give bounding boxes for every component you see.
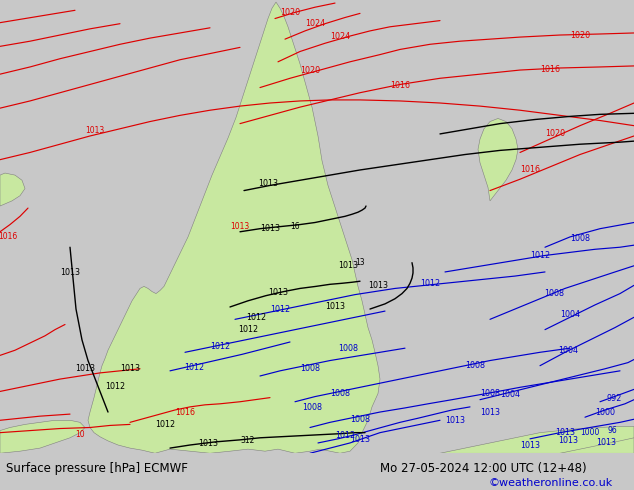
Text: 1004: 1004: [560, 310, 580, 318]
Text: 1013: 1013: [445, 416, 465, 425]
Text: 1013: 1013: [368, 281, 388, 290]
Text: 1008: 1008: [330, 389, 350, 398]
Text: 1012: 1012: [238, 325, 258, 334]
Text: 1016: 1016: [540, 65, 560, 74]
Text: 1013: 1013: [338, 261, 358, 270]
Text: 96: 96: [607, 426, 617, 435]
Text: Mo 27-05-2024 12:00 UTC (12+48): Mo 27-05-2024 12:00 UTC (12+48): [380, 463, 587, 475]
Text: 1013: 1013: [325, 302, 345, 312]
Text: 1013: 1013: [260, 224, 280, 233]
Text: 1012: 1012: [155, 420, 175, 429]
Text: 1013: 1013: [520, 441, 540, 449]
Text: 1012: 1012: [184, 363, 204, 372]
Text: 1013: 1013: [230, 222, 250, 231]
Text: 1012: 1012: [246, 313, 266, 322]
Text: 1016: 1016: [0, 232, 18, 242]
Text: 992: 992: [606, 394, 622, 403]
Text: 16: 16: [290, 222, 300, 231]
Text: 1020: 1020: [300, 66, 320, 74]
Text: 1008: 1008: [302, 403, 322, 413]
Text: 1013: 1013: [480, 408, 500, 416]
Polygon shape: [0, 173, 25, 206]
Polygon shape: [88, 2, 380, 453]
Text: ©weatheronline.co.uk: ©weatheronline.co.uk: [488, 478, 612, 488]
Text: 1000: 1000: [580, 428, 600, 437]
Text: 1013: 1013: [120, 364, 140, 373]
Polygon shape: [478, 119, 518, 201]
Text: 1012: 1012: [105, 382, 125, 391]
Text: 1016: 1016: [175, 408, 195, 416]
Text: 1024: 1024: [305, 19, 325, 28]
Text: 1016: 1016: [390, 81, 410, 90]
Text: 1012: 1012: [420, 279, 440, 288]
Text: 1013: 1013: [198, 440, 218, 448]
Text: 1012: 1012: [210, 342, 230, 351]
Text: 1013: 1013: [86, 126, 105, 135]
Text: 1008: 1008: [465, 361, 485, 370]
Text: 1013: 1013: [558, 437, 578, 445]
Polygon shape: [440, 426, 634, 453]
Text: 1013: 1013: [555, 428, 575, 437]
Text: 1008: 1008: [544, 289, 564, 298]
Text: 1012: 1012: [335, 431, 355, 440]
Text: 1013: 1013: [350, 435, 370, 444]
Text: 1008: 1008: [350, 415, 370, 424]
Text: 1008: 1008: [300, 364, 320, 373]
Text: Surface pressure [hPa] ECMWF: Surface pressure [hPa] ECMWF: [6, 463, 188, 475]
Text: 10: 10: [75, 430, 85, 439]
Text: 1008: 1008: [338, 343, 358, 353]
Text: 1004: 1004: [558, 346, 578, 355]
Polygon shape: [560, 438, 634, 453]
Text: 1013: 1013: [258, 179, 278, 188]
Text: 1008: 1008: [570, 235, 590, 244]
Text: 1008: 1008: [480, 389, 500, 398]
Text: 1012: 1012: [530, 251, 550, 260]
Text: 1020: 1020: [570, 30, 590, 40]
Text: 1020: 1020: [545, 129, 565, 138]
Text: 1012: 1012: [270, 304, 290, 314]
Text: 1013: 1013: [596, 439, 616, 447]
Text: 1020: 1020: [280, 8, 300, 17]
Text: 1013: 1013: [268, 288, 288, 297]
Text: 312: 312: [241, 437, 256, 445]
Text: 1000: 1000: [595, 408, 615, 416]
Text: 13: 13: [355, 258, 365, 267]
Text: 1024: 1024: [330, 31, 350, 41]
Polygon shape: [0, 420, 85, 453]
Text: 1016: 1016: [520, 166, 540, 174]
Text: 1004: 1004: [500, 390, 520, 399]
Text: 1013: 1013: [60, 269, 80, 277]
Text: 1013: 1013: [75, 364, 95, 373]
